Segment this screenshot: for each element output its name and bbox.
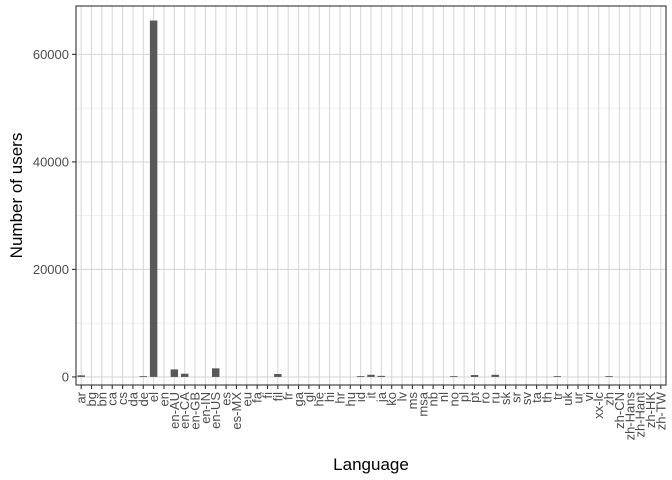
x-tick-label: nl	[436, 392, 451, 402]
x-tick-label: en-CA	[177, 392, 192, 429]
x-tick-label: th	[539, 392, 554, 403]
bar-en-AU	[170, 369, 179, 377]
y-tick-label: 0	[62, 369, 69, 384]
x-tick-label: da	[125, 391, 140, 406]
x-tick-label: he	[312, 392, 327, 406]
y-tick-label: 60000	[33, 47, 69, 62]
x-tick-label: it	[364, 392, 379, 399]
x-tick-label: fil	[270, 392, 285, 402]
x-tick-label: zh-TW	[653, 391, 668, 430]
x-tick-label: bg	[84, 392, 99, 406]
x-tick-label: fi	[260, 392, 275, 399]
x-tick-label: ar	[74, 391, 89, 403]
x-tick-label: en	[156, 392, 171, 406]
x-tick-label: cs	[115, 392, 130, 406]
x-tick-label: ca	[105, 391, 120, 406]
x-tick-label: hu	[343, 392, 358, 406]
y-tick-label: 40000	[33, 154, 69, 169]
x-tick-label: hr	[332, 391, 347, 403]
x-tick-label: fr	[281, 391, 296, 400]
bar-el	[149, 20, 158, 377]
x-tick-label: en-US	[208, 392, 223, 429]
x-tick-label: sk	[498, 392, 513, 406]
x-tick-label: eu	[239, 392, 254, 406]
y-axis-ticks: 0 20000 40000 60000	[33, 47, 76, 384]
x-tick-label: zh-Hans	[622, 392, 637, 441]
bar-pt	[470, 375, 479, 377]
x-tick-label: tr	[550, 391, 565, 400]
bar-en-CA	[180, 373, 189, 377]
bar-fil	[274, 373, 282, 377]
x-tick-label: pt	[467, 392, 482, 403]
x-tick-label: en-IN	[198, 392, 213, 424]
y-tick-label: 20000	[33, 262, 69, 277]
x-axis-ticks: arbgbncacsdadeelenen-AUen-CAen-GBen-INen…	[74, 385, 668, 441]
x-tick-label: fa	[250, 391, 265, 403]
x-tick-label: zh	[602, 392, 617, 406]
x-tick-label: zh-CN	[612, 392, 627, 429]
bar-ja	[377, 375, 386, 377]
x-axis-title: Language	[333, 455, 409, 474]
bar-zh	[605, 376, 613, 377]
x-tick-label: ms	[405, 392, 420, 410]
x-tick-label: en-GB	[188, 392, 203, 430]
y-axis-title: Number of users	[7, 133, 26, 259]
bar-ar	[77, 375, 85, 377]
bar-no	[450, 376, 458, 377]
x-tick-label: zh-HK	[643, 392, 658, 428]
x-tick-label: bn	[94, 392, 109, 406]
x-tick-label: gl	[301, 392, 316, 402]
x-tick-label: no	[446, 392, 461, 406]
x-tick-label: sr	[508, 391, 523, 403]
x-tick-label: sv	[519, 392, 534, 406]
x-tick-label: id	[353, 392, 368, 402]
x-tick-label: hi	[322, 392, 337, 402]
x-tick-label: ga	[291, 391, 306, 406]
x-tick-label: msa	[415, 391, 430, 416]
bar-en-US	[212, 368, 220, 377]
bar-id	[356, 376, 365, 377]
bar-tr	[553, 376, 562, 377]
x-tick-label: vi	[581, 392, 596, 402]
x-tick-label: zh-Hant	[633, 392, 648, 438]
x-tick-label: ur	[571, 391, 586, 403]
bar-ru	[491, 374, 499, 377]
x-tick-label: ro	[477, 392, 492, 404]
x-tick-label: pl	[457, 392, 472, 402]
x-tick-label: es	[219, 392, 234, 406]
x-tick-label: es-MX	[229, 392, 244, 430]
x-tick-label: lv	[395, 392, 410, 402]
x-tick-label: nb	[426, 392, 441, 406]
bar-de	[139, 376, 148, 377]
x-tick-label: el	[146, 392, 161, 402]
x-tick-label: xx-lc	[591, 392, 606, 419]
grid-lines	[76, 6, 666, 385]
x-tick-label: uk	[560, 392, 575, 406]
x-tick-label: en-AU	[167, 392, 182, 429]
x-tick-label: ko	[384, 392, 399, 406]
x-tick-label: ta	[529, 391, 544, 403]
x-tick-label: ja	[374, 391, 389, 403]
x-tick-label: de	[136, 392, 151, 406]
x-tick-label: ru	[488, 392, 503, 404]
bars	[77, 20, 613, 377]
bar-it	[367, 374, 375, 377]
